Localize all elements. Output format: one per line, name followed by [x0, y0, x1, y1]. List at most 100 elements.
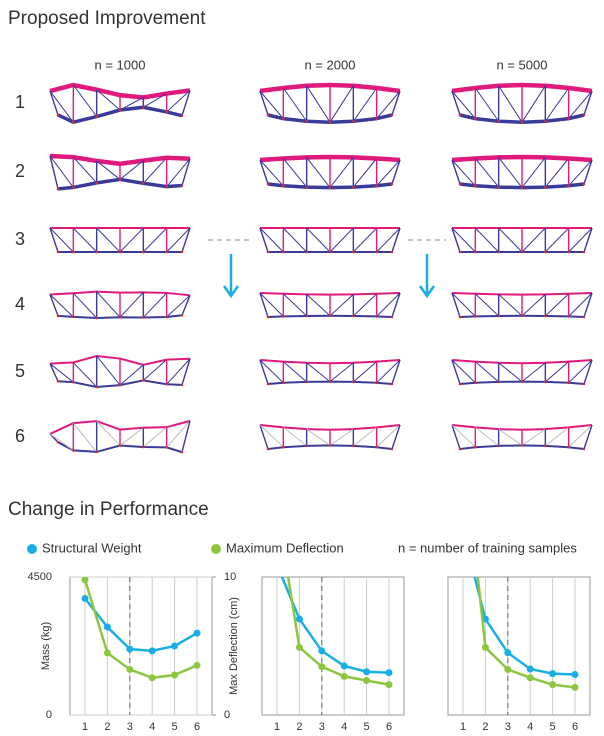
- x-tick-label: 4: [527, 721, 533, 733]
- node: [72, 121, 75, 124]
- series-line: [85, 580, 197, 678]
- node: [267, 383, 270, 386]
- node: [282, 446, 285, 449]
- member: [143, 228, 166, 252]
- x-tick-label: 2: [296, 721, 302, 733]
- data-point: [572, 684, 579, 691]
- truss: [260, 293, 400, 318]
- data-point: [149, 647, 156, 654]
- node: [459, 251, 462, 254]
- column-label: n = 2000: [305, 57, 356, 72]
- truss: [50, 85, 190, 124]
- member: [307, 228, 330, 252]
- section-title: Proposed Improvement: [8, 8, 206, 29]
- data-point: [171, 643, 178, 650]
- truss: [260, 228, 400, 253]
- node: [583, 114, 586, 117]
- y2-axis-label: Max Deflection (cm): [228, 597, 240, 695]
- node: [497, 381, 500, 384]
- truss: [260, 157, 400, 189]
- data-point: [82, 576, 89, 583]
- node: [544, 120, 547, 123]
- node: [181, 251, 184, 254]
- node: [497, 315, 500, 318]
- node: [459, 448, 462, 451]
- member: [392, 160, 400, 184]
- member: [260, 160, 283, 186]
- member: [475, 228, 498, 252]
- plot-area: [82, 576, 201, 681]
- member: [522, 429, 545, 445]
- member: [73, 293, 96, 318]
- data-point: [104, 623, 111, 630]
- member: [475, 88, 498, 121]
- row-label: 2: [15, 161, 25, 181]
- data-point: [194, 630, 201, 637]
- member: [545, 427, 568, 445]
- node: [282, 315, 285, 318]
- member: [182, 295, 190, 315]
- node: [305, 381, 308, 384]
- node: [521, 186, 524, 189]
- node: [305, 120, 308, 123]
- node: [474, 382, 477, 385]
- data-point: [482, 644, 489, 651]
- x-tick-label: 1: [460, 721, 466, 733]
- legend-note: n = number of training samples: [398, 540, 577, 555]
- node: [142, 379, 145, 382]
- row-label: 1: [15, 92, 25, 112]
- node: [375, 315, 378, 318]
- member: [167, 295, 190, 317]
- x-tick-label: 3: [127, 721, 133, 733]
- node: [72, 381, 75, 384]
- data-point: [296, 616, 303, 623]
- node: [95, 251, 98, 254]
- x-tick-label: 3: [505, 721, 511, 733]
- node: [567, 251, 570, 254]
- truss: [50, 356, 190, 388]
- row-label: 6: [15, 426, 25, 446]
- member: [452, 91, 460, 115]
- node: [72, 251, 75, 254]
- node: [459, 316, 462, 319]
- legend-swatch: [27, 544, 37, 554]
- node: [282, 117, 285, 120]
- member: [283, 88, 306, 121]
- member: [499, 363, 522, 382]
- column-label: n = 1000: [95, 57, 146, 72]
- node: [583, 448, 586, 451]
- data-point: [341, 662, 348, 669]
- node: [57, 188, 60, 191]
- member: [330, 157, 353, 187]
- truss: [452, 85, 592, 123]
- member: [475, 427, 498, 445]
- node: [391, 251, 394, 254]
- node: [521, 444, 524, 447]
- node: [329, 251, 332, 254]
- truss: [50, 421, 190, 454]
- data-point: [82, 595, 89, 602]
- node: [497, 120, 500, 123]
- node: [352, 186, 355, 189]
- member: [584, 160, 592, 184]
- node: [544, 381, 547, 384]
- member: [353, 427, 376, 445]
- data-point: [527, 666, 534, 673]
- y-tick-label: 0: [46, 709, 52, 721]
- node: [521, 380, 524, 383]
- member: [330, 429, 353, 445]
- node: [165, 251, 168, 254]
- x-tick-label: 6: [386, 721, 392, 733]
- x-tick-label: 3: [319, 721, 325, 733]
- node: [544, 186, 547, 189]
- column-label: n = 5000: [497, 57, 548, 72]
- data-point: [126, 666, 133, 673]
- member: [499, 86, 522, 122]
- member: [73, 423, 96, 452]
- truss: [260, 425, 400, 450]
- chord: [452, 360, 592, 363]
- node: [352, 120, 355, 123]
- node: [567, 446, 570, 449]
- figure: Proposed Improvement Change in Performan…: [0, 0, 604, 736]
- node: [329, 121, 332, 124]
